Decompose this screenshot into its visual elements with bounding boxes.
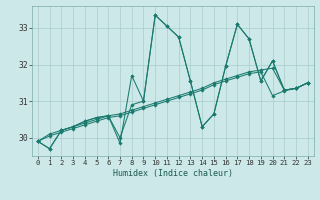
X-axis label: Humidex (Indice chaleur): Humidex (Indice chaleur) [113, 169, 233, 178]
